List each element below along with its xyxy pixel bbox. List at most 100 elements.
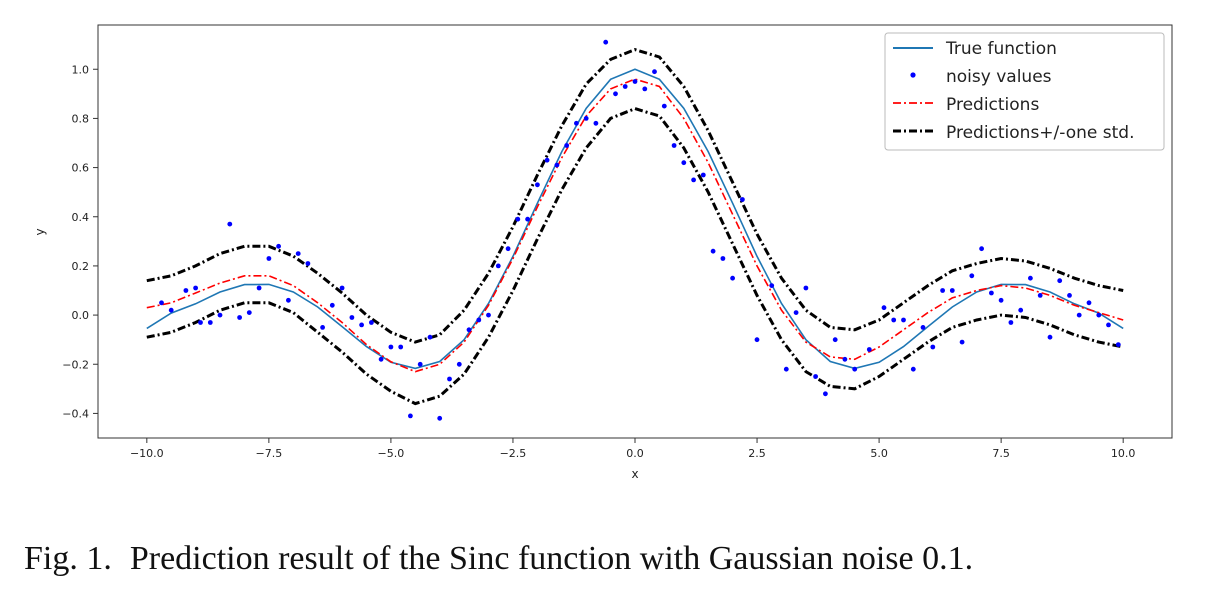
y-tick-label: 1.0 — [72, 63, 90, 76]
noisy-point — [881, 305, 887, 311]
noisy-point — [1096, 312, 1102, 318]
noisy-point — [1057, 278, 1063, 284]
legend-label-true-function: True function — [945, 39, 1057, 59]
noisy-point — [691, 177, 696, 183]
noisy-point — [754, 337, 760, 343]
legend: True function noisy values Predictions P… — [884, 32, 1165, 151]
x-tick-label: 10.0 — [1111, 447, 1136, 460]
x-tick-label: 2.5 — [748, 447, 766, 460]
noisy-point — [554, 162, 560, 168]
noisy-point — [408, 413, 413, 419]
noisy-point — [652, 69, 657, 75]
noisy-point — [1008, 320, 1014, 325]
noisy-point — [959, 339, 965, 345]
x-tick-label: 5.0 — [870, 447, 888, 460]
noisy-point — [681, 160, 687, 166]
noisy-point — [193, 285, 199, 291]
noisy-point — [525, 216, 530, 222]
y-tick-label: 0.0 — [72, 309, 90, 322]
chart-figure: −10.0 −7.5 −5.0 −2.5 0.0 2.5 5.0 7.5 10.0 −0.4 −0.… — [33, 24, 1173, 481]
noisy-point — [1018, 307, 1024, 313]
noisy-point — [564, 143, 570, 148]
legend-label-predictions-std: Predictions+/-one std. — [946, 123, 1135, 143]
x-tick-label: −7.5 — [256, 447, 283, 460]
series-line-true-function — [146, 68, 1124, 370]
legend-swatch-noisy-values — [910, 72, 916, 78]
noisy-point — [866, 347, 872, 352]
noisy-point — [349, 315, 355, 320]
noisy-point — [1028, 275, 1033, 281]
noisy-point — [246, 310, 252, 315]
noisy-point — [1067, 293, 1072, 298]
noisy-point — [642, 86, 648, 92]
noisy-point — [1086, 300, 1092, 306]
noisy-point — [378, 356, 384, 362]
noisy-point — [769, 283, 775, 288]
x-tick-label: 0.0 — [626, 447, 644, 460]
noisy-point — [329, 302, 335, 308]
y-tick-label: −0.4 — [62, 407, 89, 420]
caption-label: Fig. 1. — [24, 540, 112, 577]
noisy-point — [417, 361, 423, 367]
noisy-point — [237, 315, 243, 320]
noisy-point — [740, 197, 745, 202]
noisy-point — [256, 285, 262, 291]
x-tick-label: −2.5 — [500, 447, 527, 460]
noisy-point — [793, 310, 799, 315]
noisy-point — [969, 273, 975, 279]
noisy-point — [979, 246, 984, 252]
noisy-point — [266, 256, 272, 261]
noisy-point — [217, 312, 223, 318]
figure-caption: Fig. 1. Prediction result of the Sinc fun… — [24, 540, 1204, 578]
y-tick-label: 0.2 — [72, 260, 90, 273]
noisy-point — [930, 344, 936, 350]
noisy-point — [295, 251, 301, 256]
noisy-point — [388, 344, 394, 350]
noisy-point — [486, 312, 491, 318]
noisy-point — [574, 120, 579, 126]
noisy-point — [515, 216, 521, 222]
noisy-point — [583, 116, 589, 121]
noisy-point — [168, 307, 174, 313]
noisy-point — [183, 288, 189, 293]
noisy-point — [632, 79, 638, 84]
y-axis-label: y — [33, 228, 47, 235]
noisy-point — [852, 366, 858, 372]
noisy-point — [803, 285, 809, 291]
axis-ticks: −10.0 −7.5 −5.0 −2.5 0.0 2.5 5.0 7.5 10.0 −0.4 −0.… — [62, 63, 1135, 460]
noisy-point — [730, 275, 735, 281]
noisy-point — [544, 157, 550, 163]
noisy-point — [320, 325, 325, 330]
noisy-point — [505, 246, 511, 252]
noisy-point — [949, 288, 955, 293]
noisy-point — [813, 374, 818, 379]
noisy-point — [720, 256, 726, 261]
noisy-point — [671, 143, 677, 148]
noisy-point — [207, 320, 213, 325]
noisy-point — [998, 297, 1004, 303]
legend-label-predictions: Predictions — [946, 95, 1039, 115]
noisy-point — [276, 243, 281, 249]
x-tick-label: −10.0 — [130, 447, 164, 460]
caption-text: Prediction result of the Sinc function w… — [129, 540, 974, 577]
noisy-point — [1106, 322, 1111, 328]
noisy-point — [910, 366, 916, 372]
x-tick-label: −5.0 — [378, 447, 405, 460]
noisy-point — [622, 84, 628, 89]
noisy-point — [476, 317, 482, 323]
noisy-point — [369, 320, 374, 325]
noisy-point — [286, 297, 291, 303]
y-tick-label: 0.8 — [72, 112, 90, 125]
noisy-point — [823, 391, 828, 397]
legend-label-noisy-values: noisy values — [946, 67, 1052, 87]
noisy-point — [1047, 334, 1053, 340]
x-axis-label: x — [631, 467, 638, 481]
noisy-point — [427, 334, 433, 340]
noisy-point — [159, 300, 164, 306]
noisy-point — [661, 103, 667, 109]
noisy-point — [437, 415, 443, 421]
y-tick-label: 0.4 — [72, 211, 90, 224]
noisy-point — [305, 261, 311, 266]
noisy-point — [466, 327, 472, 333]
noisy-point — [920, 325, 926, 330]
